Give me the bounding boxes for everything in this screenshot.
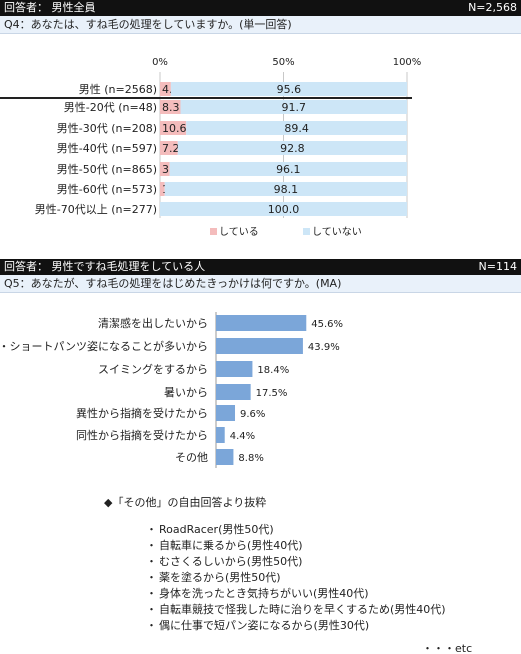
bar — [216, 405, 236, 421]
bar — [216, 427, 225, 443]
question-q5: Q5：あなたが、すね毛の処理をはじめたきっかけは何ですか。(MA) — [0, 275, 521, 293]
bar-segment — [160, 121, 187, 135]
data-label: 43.9% — [308, 342, 340, 353]
free-answer-item: 身体を洗ったとき気持ちがいい(男性40代) — [146, 586, 446, 602]
axis-tick-label: 50% — [272, 57, 294, 68]
data-label: 8.3 — [162, 101, 180, 114]
sample-size-2: N=114 — [478, 260, 517, 273]
question-q4: Q4：あなたは、すね毛の処理をしていますか。(単一回答) — [0, 16, 521, 34]
data-label: 7.2 — [162, 142, 180, 155]
category-label: 短パン・ショートパンツ姿になることが多いから — [0, 339, 208, 353]
data-label: 8.8% — [238, 453, 263, 464]
free-answers-title: ◆「その他」の自由回答より抜粋 — [104, 496, 267, 509]
data-label: 9.6% — [240, 409, 265, 420]
data-label: 91.7 — [282, 101, 307, 114]
q5-bar-chart: 清潔感を出したいから 45.6% 短パン・ショートパンツ姿になることが多いから 43.… — [0, 312, 343, 468]
bar — [216, 384, 251, 400]
data-label: 92.8 — [280, 142, 305, 155]
free-answer-item: 自転車に乗るから(男性40代) — [146, 538, 446, 554]
data-label: 17.5% — [256, 388, 288, 399]
free-answer-item: むさくるしいから(男性50代) — [146, 554, 446, 570]
bar-segment — [160, 100, 181, 114]
axis-tick-label: 100% — [393, 57, 422, 68]
legend-swatch — [210, 228, 217, 235]
category-label: 異性から指摘を受けたから — [76, 406, 208, 420]
category-label: 男性-70代以上 (n=277) — [35, 202, 157, 216]
bar-segment — [160, 202, 407, 216]
etc-label: ・・・etc — [422, 642, 473, 654]
bar-segment — [160, 182, 165, 196]
respondent-header-2: 回答者： 男性ですね毛処理をしている人 N=114 — [0, 259, 521, 275]
data-label: 89.4 — [284, 122, 309, 135]
category-label: 清潔感を出したいから — [98, 316, 208, 330]
category-label: スイミングをするから — [98, 362, 208, 376]
data-label: 100.0 — [268, 203, 300, 216]
category-label: 男性 (n=2568) — [79, 82, 157, 96]
bar-segment — [169, 162, 407, 176]
bar-segment — [164, 182, 407, 196]
data-label: 10.6 — [162, 122, 187, 135]
bar-segment — [186, 121, 407, 135]
sample-size-1: N=2,568 — [468, 1, 517, 14]
legend-label: している — [219, 226, 259, 238]
category-label: 同性から指摘を受けたから — [76, 428, 208, 442]
axis-tick-label: 0% — [152, 57, 168, 68]
free-answer-item: 自転車競技で怪我した時に治りを早くするため(男性40代) — [146, 602, 446, 618]
free-answer-item: 薬を塗るから(男性50代) — [146, 570, 446, 586]
data-label: 98.1 — [274, 183, 299, 196]
data-label: 96.1 — [276, 163, 301, 176]
bar-segment — [160, 82, 171, 96]
q4-stacked-bar-chart: 0% 50% 100%男性 (n=2568) 4.4 95.6男性-20代 (n=48)… — [0, 57, 422, 238]
legend-swatch — [303, 228, 310, 235]
respondent-label-1: 回答者： 男性全員 — [4, 1, 96, 14]
bar-segment — [177, 141, 407, 155]
data-label: 95.6 — [277, 83, 302, 96]
respondent-label-2: 回答者： 男性ですね毛処理をしている人 — [4, 260, 206, 273]
category-label: 男性-20代 (n=48) — [64, 100, 157, 114]
bar — [216, 361, 253, 377]
category-label: 暑いから — [164, 386, 208, 399]
free-answers-list: RoadRacer(男性50代) 自転車に乗るから(男性40代) むさくるしいか… — [146, 522, 446, 634]
category-label: その他 — [175, 451, 208, 464]
respondent-header-1: 回答者： 男性全員 N=2,568 — [0, 0, 521, 16]
free-answer-item: 偶に仕事で短パン姿になるから(男性30代) — [146, 618, 446, 634]
category-label: 男性-50代 (n=865) — [57, 162, 157, 176]
bar — [216, 449, 234, 465]
bar-segment — [160, 141, 178, 155]
category-label: 男性-60代 (n=573) — [57, 182, 157, 196]
free-answer-item: RoadRacer(男性50代) — [146, 522, 446, 538]
data-label: 45.6% — [311, 319, 343, 330]
bar-segment — [160, 162, 170, 176]
category-label: 男性-30代 (n=208) — [57, 121, 157, 135]
category-label: 男性-40代 (n=597) — [57, 141, 157, 155]
data-label: 18.4% — [257, 365, 289, 376]
bar-segment — [170, 82, 407, 96]
bar — [216, 338, 303, 354]
data-label: 4.4% — [230, 431, 255, 442]
legend-label: していない — [312, 226, 362, 238]
bar-segment — [180, 100, 407, 114]
bar — [216, 315, 307, 331]
